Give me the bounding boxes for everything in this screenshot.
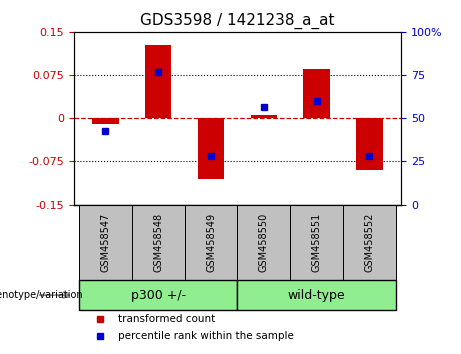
- Title: GDS3598 / 1421238_a_at: GDS3598 / 1421238_a_at: [140, 13, 335, 29]
- Bar: [290, 205, 343, 280]
- Bar: [132, 205, 184, 280]
- Bar: [184, 205, 237, 280]
- Text: percentile rank within the sample: percentile rank within the sample: [118, 331, 294, 341]
- Text: genotype/variation: genotype/variation: [0, 290, 83, 300]
- Text: wild-type: wild-type: [288, 289, 345, 302]
- Bar: [145, 45, 171, 118]
- Text: GSM458551: GSM458551: [312, 213, 322, 272]
- Bar: [92, 118, 118, 124]
- Bar: [251, 115, 277, 118]
- Text: GSM458547: GSM458547: [100, 213, 111, 272]
- Bar: [237, 205, 290, 280]
- Bar: [79, 280, 237, 310]
- Bar: [237, 280, 396, 310]
- Bar: [303, 69, 330, 118]
- Bar: [343, 205, 396, 280]
- Text: GSM458548: GSM458548: [153, 213, 163, 272]
- Text: GSM458550: GSM458550: [259, 213, 269, 272]
- Bar: [356, 118, 383, 170]
- Bar: [79, 205, 132, 280]
- Text: transformed count: transformed count: [118, 314, 215, 324]
- Text: GSM458549: GSM458549: [206, 213, 216, 272]
- Text: p300 +/-: p300 +/-: [130, 289, 186, 302]
- Bar: [198, 118, 224, 179]
- Text: GSM458552: GSM458552: [364, 213, 374, 272]
